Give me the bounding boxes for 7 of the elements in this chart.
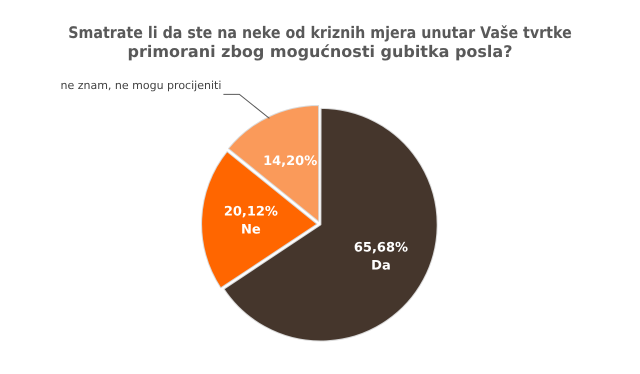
data-label: 20,12% <box>224 204 278 220</box>
slice-label: Da <box>371 258 391 274</box>
data-label: 65,68% <box>354 240 408 256</box>
data-label: 14,20% <box>263 154 318 170</box>
slice-label: ne znam, ne mogu procijeniti <box>60 79 222 92</box>
slice-label: Ne <box>241 222 261 238</box>
chart-title: Smatrate li da ste na neke od kriznih mjera unutar Vaše tvrtke primorani zbog mogućnosti gubitka posla? <box>68 22 572 61</box>
